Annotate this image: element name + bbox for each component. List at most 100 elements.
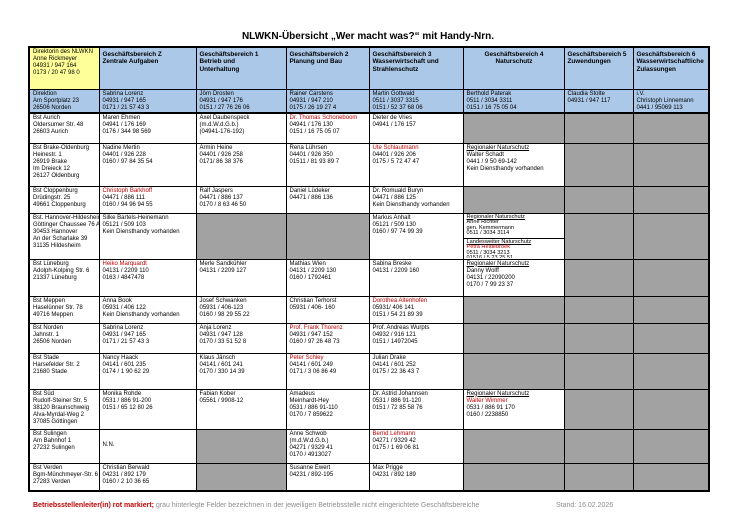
text-line: Dr. Astrid Johannsen	[372, 390, 428, 397]
text-line: Bst Meppen	[33, 297, 66, 304]
text-line: 31135 Hildesheim	[33, 242, 81, 249]
text-line: Rainer Carstens	[289, 90, 333, 97]
text-line: 04271 / 9329 41	[289, 444, 333, 451]
cell-section: Armin Heine 04401 / 926 258 0171/ 86 38 37…	[200, 145, 284, 166]
person-cell-gb5: Claudia Stolte 04931 / 947 117	[563, 88, 634, 114]
empty-cell-gb1	[195, 428, 287, 464]
text-line: Silke Bartels-Heinemann	[102, 214, 169, 221]
person-cell-gb1: Merle Sandkühler 04131 / 2209 127	[195, 258, 287, 297]
text-line: Betrieb und	[199, 58, 236, 66]
person-cell-gb2: Susanne Ewert 04231 / 892-195	[285, 462, 370, 492]
text-line: Anja Lorenz	[199, 324, 232, 331]
col-header-gb1: Geschäftsbereich 1 Betrieb und Unterhaltun…	[195, 46, 287, 90]
text-line: Strahlenschutz	[372, 65, 419, 73]
text-line: 26127 Oldenburg	[33, 172, 80, 179]
empty-cell-gb6	[632, 258, 710, 297]
text-line: Rena Lührsen	[289, 144, 328, 151]
text-line: 04471 / 886 111	[102, 194, 145, 201]
text-line: Christian Terhorst	[289, 297, 337, 304]
text-line: Regionaler Naturschutz	[466, 213, 525, 220]
cell-section: Dr. Astrid Johannsen 0531 / 886 91-120 015…	[373, 391, 461, 412]
cell-section: Bst Lüneburg Adolph-Kolping Str. 6 21337 L…	[33, 261, 97, 282]
cell-section: Dieter de Vries 04941 / 176 157	[373, 115, 461, 129]
text-line: Geschäftsbereich Z	[102, 51, 162, 58]
text-line: Walter Schadt	[466, 151, 504, 158]
station-label-cell: Bst Verden Bgm-Münchmeyer-Str. 6 27283 Ver…	[28, 462, 100, 492]
row-bst-stade: Bst Stade Harsefelder Str. 2 21680 Stade Na…	[28, 352, 710, 390]
station-label-cell: Bst Sulingen Am Bahnhof 1 27232 Sulingen	[28, 428, 100, 464]
text-line: 0171 / 21 57 43 3	[102, 104, 150, 111]
cell-section: Ralf Jaspers 04471 / 886 137 0170 / 8 63 4…	[200, 188, 284, 209]
cell-section: Susanne Ewert 04231 / 892-195	[290, 465, 367, 479]
text-line: 04932 / 916 121	[372, 331, 416, 338]
empty-cell-gb4	[462, 352, 565, 390]
text-line: 0151 / 72 85 58 76	[372, 404, 423, 411]
cell-section: Berthold Paterak 0511 / 3034 3311 0151 / 1…	[467, 91, 562, 112]
cell-section: Christian Terhorst 05931 / 406- 160	[290, 298, 367, 312]
cell-section: Julian Drake 04141 / 601 252 0175 / 22 36 …	[373, 355, 461, 376]
person-cell-gb3: Bernd Lehmann 04271 / 9329 42 0175 / 1 69 …	[368, 428, 464, 464]
text-line: Axel Daubenspeck	[199, 115, 250, 121]
text-line: 0151 / 16 75 05 04	[466, 104, 517, 111]
text-line: Zentrale Aufgaben	[102, 58, 159, 66]
text-line: 04941 / 176 169	[102, 122, 146, 129]
corner-cell: Direktorin des NLWKN Anne Rickmeyer 04931 …	[28, 46, 100, 90]
cell-section: Prof. Frank Thorenz 04931 / 947 152 0160 /…	[290, 325, 367, 346]
text-line: 04401 / 926 258	[199, 151, 243, 158]
text-line: 0531 / 886 91-200	[102, 397, 152, 404]
empty-cell-gb6	[632, 352, 710, 390]
station-label-cell: Direktion Am Sportplatz 23 26506 Norden	[28, 88, 100, 114]
text-line: 0160 / 97 84 35 54	[102, 158, 153, 165]
empty-cell-gb5	[563, 388, 634, 430]
empty-cell-gb5	[563, 322, 634, 354]
text-line: Claudia Stolte	[567, 90, 605, 97]
person-cell-gb3: Dr. Astrid Johannsen 0531 / 886 91-120 015…	[368, 388, 464, 430]
text-line: Anne Schwob	[289, 430, 327, 437]
person-cell-gb3: Markus Anhalt 05121 / 509 130 0160 / 97 74…	[368, 212, 464, 260]
cell-section: Geschäftsbereich 5 Zuwendungen	[568, 51, 631, 66]
text-line: 0531 / 886 91-120	[372, 397, 422, 404]
text-line: Prof. Andreas Wurpts	[372, 324, 430, 331]
cell-section: Daniel Lüdeker 04471 / 886 136	[290, 188, 367, 202]
empty-cell-gb5	[563, 185, 634, 214]
person-cell-gb3: Dieter de Vries 04941 / 176 157	[368, 112, 464, 144]
cell-section: Maren Ehmen 04941 / 176 169 0176 / 344 98 …	[103, 115, 194, 136]
person-cell-z: Sabrina Lorenz 04931 / 947 165 0171 / 21 5…	[98, 322, 197, 354]
text-line: 0441 / 95069 113	[636, 104, 683, 111]
person-cell-gb4: Regionaler Naturschutz Walter Schadt 0441 …	[462, 142, 565, 187]
person-cell-gb3: Julian Drake 04141 / 601 252 0175 / 22 36 …	[368, 352, 464, 390]
person-cell-gb4: Regionaler Naturschutz Anne Richter gen. K…	[462, 212, 565, 260]
text-line: Geschäftsbereich 6	[636, 51, 696, 58]
text-line: 0151 / 16 75 05 07	[289, 129, 340, 136]
person-cell-z: Christian Berwald 04231 / 892 179 0160 / 2…	[98, 462, 197, 492]
row-bst-brake-oldenburg: Bst Brake-Oldenburg Heinestr. 1 26919 Brak…	[28, 142, 710, 187]
text-line: Bst Verden	[33, 464, 63, 471]
person-cell-gb3: Martin Gottwald 0511 / 3037 3315 0151 / 52…	[368, 88, 464, 114]
empty-cell-gb4	[462, 462, 565, 492]
text-line: 49716 Meppen	[33, 311, 74, 318]
cell-section: Sabrina Lorenz 04931 / 947 165 0171 / 21 5…	[103, 91, 194, 112]
person-cell-gb2: Amadeus Meinhardt-Hey 0531 / 886 91-110 017…	[285, 388, 370, 430]
cell-section: Sabrina Lorenz 04931 / 947 165 0171 / 21 5…	[103, 325, 194, 346]
person-cell-z: Silke Bartels-Heinemann 05121 / 509 103 Ke…	[98, 212, 197, 260]
text-line: Markus Anhalt	[372, 214, 411, 221]
text-line: 0531 / 886 91 170	[466, 404, 515, 411]
text-line: Drüdingstr. 25	[33, 194, 71, 201]
text-line: 04131 / 2209 110	[102, 267, 149, 274]
cell-section: Monika Rohde 0531 / 886 91-200 0151 / 65 1…	[103, 391, 194, 412]
text-line: Haselünner Str. 78	[33, 304, 83, 311]
station-label-cell: Bst Stade Harsefelder Str. 2 21680 Stade	[28, 352, 100, 390]
text-line: 0174 / 1 90 62 29	[102, 368, 150, 375]
col-header-z: Geschäftsbereich Z Zentrale Aufgaben	[98, 46, 197, 90]
person-cell-gb2: Prof. Frank Thorenz 04931 / 947 152 0160 /…	[285, 322, 370, 354]
text-line: An der Scharlake 39	[33, 235, 88, 242]
cell-section: Geschäftsbereich Z Zentrale Aufgaben	[103, 51, 194, 66]
cell-section: Dr. Romuald Buryn 04471 / 886 125 Kein Die…	[373, 188, 461, 209]
person-cell-gb3: Dr. Romuald Buryn 04471 / 886 125 Kein Die…	[368, 185, 464, 214]
row-bst-verden: Bst Verden Bgm-Münchmeyer-Str. 6 27283 Ver…	[28, 462, 710, 492]
person-cell-gb6: i.V. Christoph Linnemann 0441 / 95069 113	[632, 88, 710, 114]
person-cell-gb4: Berthold Paterak 0511 / 3034 3311 0151 / 1…	[462, 88, 565, 114]
text-line: Bst Brake-Oldenburg	[33, 144, 90, 151]
empty-cell-gb5	[563, 142, 634, 187]
person-cell-gb3: Sabina Breske 04131 / 2209 160	[368, 258, 464, 297]
